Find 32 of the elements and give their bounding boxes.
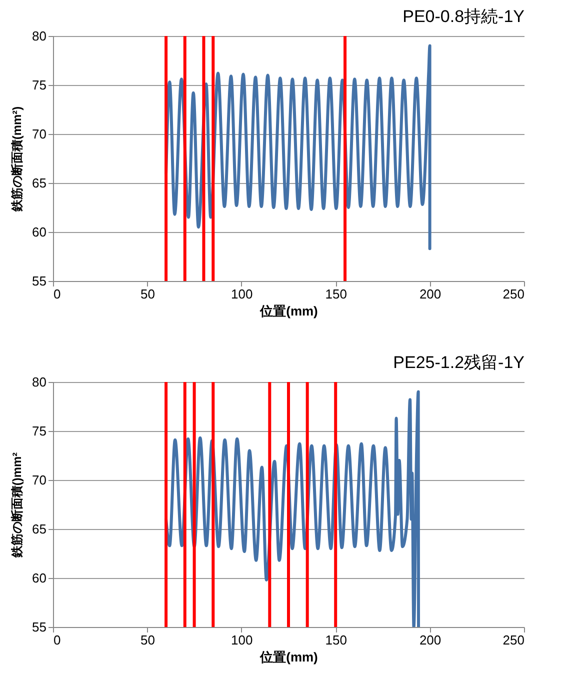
y-tick-label: 60 [32,224,46,240]
x-tick-label: 0 [54,632,61,648]
x-tick-label: 0 [54,286,61,302]
chart-title: PE0-0.8持続-1Y [402,7,524,26]
y-axis-title: 鉄筋の断面積(mm²) [10,106,24,213]
y-tick-label: 65 [32,522,46,536]
x-tick-label: 200 [419,286,442,302]
y-tick-label: 70 [32,126,46,142]
y-tick-label: 70 [32,472,46,488]
x-tick-label: 50 [140,632,155,648]
y-axis-title: 鉄筋の断面積()mm² [10,452,24,559]
y-tick-label: 60 [32,570,46,586]
x-tick-label: 200 [419,632,442,648]
line-series [164,390,420,627]
line-series [164,44,432,250]
x-tick-label: 250 [502,286,524,302]
x-axis-title: 位置(mm) [259,650,318,664]
y-tick-label: 65 [32,176,46,190]
x-tick-label: 100 [231,286,253,302]
x-tick-label: 50 [140,286,155,302]
x-tick-label: 150 [325,286,347,302]
x-axis-title: 位置(mm) [259,304,318,318]
y-tick-label: 80 [32,374,46,390]
x-tick-label: 150 [325,632,347,648]
y-tick-label: 80 [32,28,46,44]
x-tick-label: 250 [502,632,524,648]
y-tick-label: 75 [32,78,46,92]
y-tick-label: 55 [32,274,46,288]
y-tick-label: 75 [32,424,46,438]
x-tick-label: 100 [231,632,253,648]
y-tick-label: 55 [32,620,46,634]
chart-title: PE25-1.2残留-1Y [393,353,524,372]
